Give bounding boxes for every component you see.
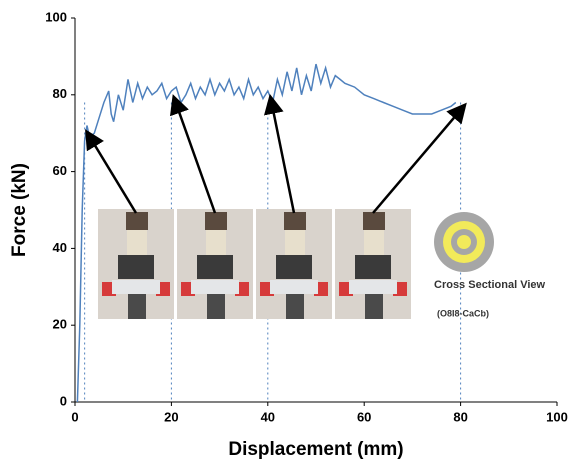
x-tick-label: 0	[71, 409, 78, 424]
y-tick-label: 20	[53, 317, 67, 332]
x-tick-label: 80	[453, 409, 467, 424]
page: {"chart_data": {"type": "line", "x_label…	[0, 0, 574, 467]
x-tick-label: 40	[261, 409, 275, 424]
annotation: Cross Sectional View	[434, 279, 546, 291]
y-tick-label: 0	[60, 393, 67, 408]
y-tick-label: 100	[45, 9, 67, 24]
photos	[98, 209, 411, 319]
y-tick-label: 80	[53, 86, 67, 101]
x-tick-label: 60	[357, 409, 371, 424]
y-axis-title: Force (kN)	[9, 163, 30, 257]
x-tick-label: 100	[546, 409, 568, 424]
annotation: (O8I8-CaCb)	[437, 308, 489, 318]
x-tick-label: 20	[164, 409, 178, 424]
chart: 0 20 40 60 80 100 0 20 40 60 80 100 Cross Sectional…	[0, 0, 574, 467]
x-axis-title: Displacement (mm)	[228, 439, 403, 460]
arrows	[88, 99, 464, 213]
y-tick-label: 60	[53, 163, 67, 178]
y-tick-label: 40	[53, 240, 67, 255]
cross-section	[434, 212, 494, 272]
